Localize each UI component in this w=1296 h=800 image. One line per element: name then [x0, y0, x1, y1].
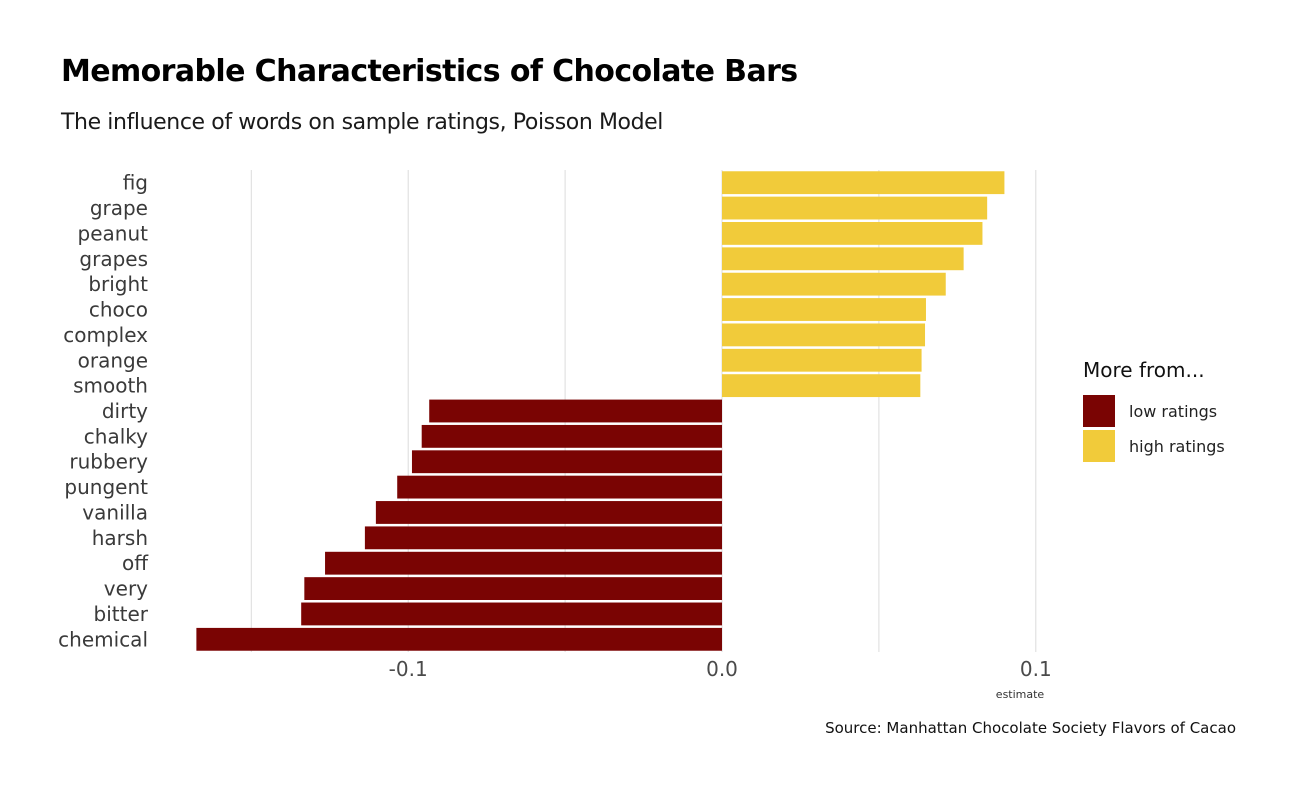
bar-vanilla: [375, 501, 722, 524]
category-label-harsh: harsh: [92, 526, 148, 550]
legend: More from... low ratings high ratings: [1083, 358, 1225, 464]
category-label-bitter: bitter: [94, 602, 149, 626]
category-label-rubbery: rubbery: [69, 450, 148, 474]
category-label-bright: bright: [88, 272, 148, 296]
bar-peanut: [722, 222, 983, 245]
bar-bright: [722, 272, 946, 296]
bar-chemical: [196, 627, 722, 651]
bar-complex: [722, 323, 926, 347]
x-axis-title: estimate: [996, 688, 1045, 701]
category-label-vanilla: vanilla: [82, 500, 148, 524]
bar-bitter: [301, 602, 722, 626]
bar-grape: [722, 196, 988, 220]
category-label-very: very: [104, 577, 148, 601]
x-tick-labels: -0.1 0.0 0.1: [389, 657, 1052, 681]
legend-title: More from...: [1083, 358, 1205, 382]
category-label-grapes: grapes: [79, 247, 148, 271]
category-label-pungent: pungent: [64, 475, 148, 499]
legend-item-low-ratings: low ratings: [1083, 394, 1225, 428]
legend-label-low-ratings: low ratings: [1129, 401, 1218, 421]
bar-off: [325, 551, 722, 575]
chart-subtitle: The influence of words on sample ratings…: [61, 110, 664, 135]
category-label-orange: orange: [78, 348, 148, 372]
bars: [196, 171, 1005, 651]
category-label-smooth: smooth: [73, 374, 148, 398]
bar-chalky: [421, 424, 722, 448]
source-caption: Source: Manhattan Chocolate Society Flav…: [825, 719, 1236, 737]
category-label-chemical: chemical: [58, 627, 148, 651]
bar-pungent: [397, 475, 722, 499]
category-label-dirty: dirty: [102, 399, 148, 423]
legend-swatch-low-ratings: [1083, 395, 1115, 427]
category-label-complex: complex: [63, 323, 148, 347]
bar-fig: [722, 171, 1005, 195]
bar-grapes: [722, 247, 964, 271]
legend-swatch-high-ratings: [1083, 430, 1115, 462]
category-label-choco: choco: [89, 298, 148, 322]
bar-very: [304, 577, 722, 600]
category-labels: figgrapepeanutgrapesbrightchococomplexor…: [58, 171, 149, 652]
bar-rubbery: [411, 450, 722, 474]
legend-item-high-ratings: high ratings: [1083, 429, 1225, 463]
x-tick-label: 0.0: [706, 657, 738, 681]
bar-harsh: [364, 526, 722, 550]
category-label-off: off: [122, 551, 149, 575]
x-tick-label: 0.1: [1020, 657, 1052, 681]
category-label-grape: grape: [90, 196, 148, 220]
chart-title: Memorable Characteristics of Chocolate B…: [61, 54, 798, 89]
bar-orange: [722, 348, 922, 372]
category-label-fig: fig: [123, 171, 148, 195]
x-tick-label: -0.1: [389, 657, 428, 681]
bar-dirty: [429, 399, 722, 423]
bar-smooth: [722, 374, 921, 398]
category-label-peanut: peanut: [78, 221, 149, 245]
legend-label-high-ratings: high ratings: [1129, 436, 1225, 456]
bar-choco: [722, 298, 926, 321]
category-label-chalky: chalky: [84, 424, 148, 448]
